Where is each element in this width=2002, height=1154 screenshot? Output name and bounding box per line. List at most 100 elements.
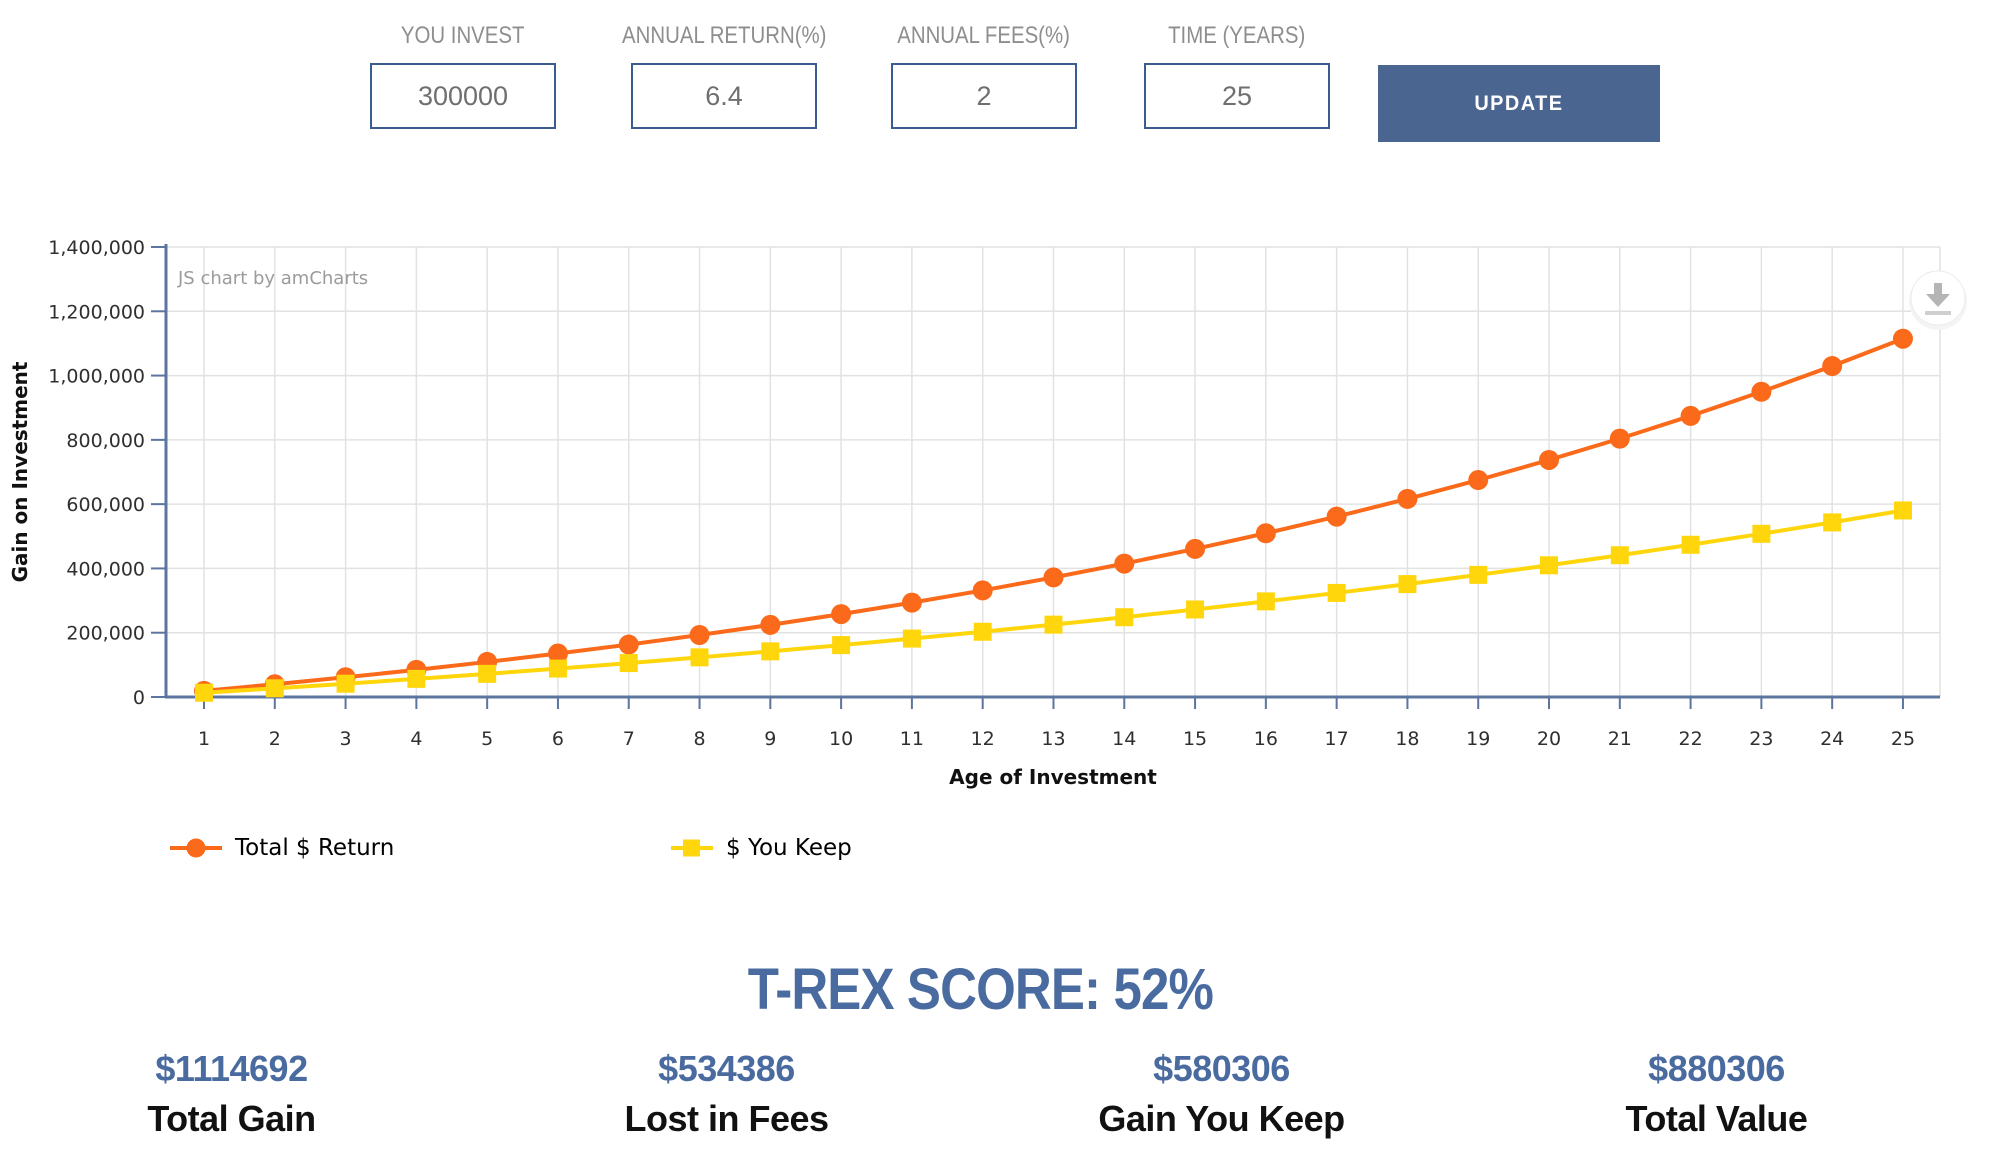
field-you-invest: YOU INVEST xyxy=(333,22,593,129)
data-point[interactable] xyxy=(195,683,213,702)
legend-label-total-return: Total $ Return xyxy=(235,835,395,861)
data-point[interactable] xyxy=(1398,575,1417,594)
axis-ticks xyxy=(151,246,1904,709)
data-point[interactable] xyxy=(1256,592,1275,611)
data-point[interactable] xyxy=(832,636,851,655)
x-axis-labels: 1 2 3 4 5 6 7 8 9 10 11 12 13 14 15 16 17 18 19 20 21 22 23 24 2… xyxy=(198,728,1915,750)
data-point[interactable] xyxy=(1043,567,1064,588)
data-point[interactable] xyxy=(1539,449,1560,470)
svg-text:400,000: 400,000 xyxy=(66,558,145,580)
annual-fees-input[interactable] xyxy=(891,63,1077,129)
data-point[interactable] xyxy=(1469,565,1488,584)
data-point[interactable] xyxy=(1255,523,1276,544)
data-point[interactable] xyxy=(1186,600,1205,619)
svg-text:1,400,000: 1,400,000 xyxy=(48,237,145,259)
svg-text:5: 5 xyxy=(481,728,493,750)
data-point[interactable] xyxy=(1115,608,1134,627)
data-point[interactable] xyxy=(690,648,709,667)
y-axis-title: Gain on Investment xyxy=(8,361,32,582)
stat-total-value-value: $880306 xyxy=(1648,1048,1785,1089)
data-point[interactable] xyxy=(1822,356,1843,377)
annual-return-input[interactable] xyxy=(631,63,817,129)
data-point[interactable] xyxy=(689,625,710,646)
update-button[interactable]: UPDATE xyxy=(1378,65,1660,142)
field-time-years: TIME (YEARS) xyxy=(1107,22,1367,129)
data-point[interactable] xyxy=(901,592,922,613)
svg-text:2: 2 xyxy=(269,728,281,750)
svg-text:200,000: 200,000 xyxy=(66,623,145,645)
data-point[interactable] xyxy=(1752,524,1771,543)
svg-text:17: 17 xyxy=(1325,728,1349,750)
time-years-label: TIME (YEARS) xyxy=(1168,22,1306,49)
data-point[interactable] xyxy=(831,604,852,625)
export-chart-button[interactable] xyxy=(1909,270,1967,330)
y-axis-labels: 0 200,000 400,000 600,000 800,000 1,000,000 1,… xyxy=(48,237,145,709)
svg-text:6: 6 xyxy=(552,728,564,750)
svg-text:16: 16 xyxy=(1254,728,1278,750)
stat-lost-in-fees-value: $534386 xyxy=(658,1048,795,1089)
data-point[interactable] xyxy=(548,659,567,678)
svg-text:13: 13 xyxy=(1041,728,1065,750)
field-annual-return: ANNUAL RETURN(%) xyxy=(594,22,854,129)
data-point[interactable] xyxy=(761,642,780,661)
svg-text:1,200,000: 1,200,000 xyxy=(48,301,145,323)
svg-text:15: 15 xyxy=(1183,728,1207,750)
svg-text:3: 3 xyxy=(340,728,352,750)
svg-text:18: 18 xyxy=(1395,728,1419,750)
data-point[interactable] xyxy=(547,643,568,664)
svg-text:14: 14 xyxy=(1112,728,1136,750)
data-point[interactable] xyxy=(1681,535,1700,554)
vertical-gridlines xyxy=(203,247,1941,697)
time-years-input[interactable] xyxy=(1144,63,1330,129)
svg-text:21: 21 xyxy=(1608,728,1632,750)
stat-total-gain-value: $1114692 xyxy=(155,1048,308,1089)
data-point[interactable] xyxy=(1892,328,1913,349)
legend-marker-circle-icon xyxy=(170,838,222,858)
data-point[interactable] xyxy=(1893,501,1912,520)
legend-item-total-return[interactable]: Total $ Return xyxy=(169,831,394,865)
stat-lost-in-fees: $534386 Lost in Fees xyxy=(479,1048,974,1140)
data-point[interactable] xyxy=(902,629,921,648)
svg-text:12: 12 xyxy=(971,728,995,750)
data-point[interactable] xyxy=(1326,506,1347,527)
data-point[interactable] xyxy=(265,679,284,698)
download-icon xyxy=(1925,283,1951,315)
data-point[interactable] xyxy=(972,580,993,601)
data-point[interactable] xyxy=(407,669,426,688)
data-point[interactable] xyxy=(1680,405,1701,426)
data-point[interactable] xyxy=(1468,470,1489,491)
stat-lost-in-fees-label: Lost in Fees xyxy=(624,1098,829,1139)
data-point[interactable] xyxy=(1609,428,1630,449)
svg-text:800,000: 800,000 xyxy=(66,430,145,452)
data-point[interactable] xyxy=(336,674,355,693)
data-point[interactable] xyxy=(1114,553,1135,574)
legend-item-you-keep[interactable]: $ You Keep xyxy=(670,831,852,865)
stat-gain-you-keep: $580306 Gain You Keep xyxy=(974,1048,1469,1140)
annual-return-label: ANNUAL RETURN(%) xyxy=(621,22,827,49)
svg-text:20: 20 xyxy=(1537,728,1561,750)
data-point[interactable] xyxy=(1397,488,1418,509)
svg-text:10: 10 xyxy=(829,728,853,750)
data-point[interactable] xyxy=(1823,513,1842,532)
svg-text:0: 0 xyxy=(133,687,145,709)
data-point[interactable] xyxy=(1540,556,1559,575)
data-point[interactable] xyxy=(619,654,638,673)
data-point[interactable] xyxy=(1044,615,1063,634)
data-point[interactable] xyxy=(1751,381,1772,402)
data-point[interactable] xyxy=(1185,538,1206,559)
data-point[interactable] xyxy=(1610,546,1629,565)
you-invest-input[interactable] xyxy=(370,63,556,129)
svg-text:22: 22 xyxy=(1678,728,1702,750)
svg-text:600,000: 600,000 xyxy=(66,494,145,516)
svg-text:24: 24 xyxy=(1820,728,1844,750)
data-point[interactable] xyxy=(478,664,497,683)
stat-gain-you-keep-value: $580306 xyxy=(1153,1048,1290,1089)
legend-label-you-keep: $ You Keep xyxy=(726,835,852,861)
svg-text:9: 9 xyxy=(764,728,776,750)
data-point[interactable] xyxy=(1327,583,1346,602)
data-point[interactable] xyxy=(618,634,639,655)
data-point[interactable] xyxy=(973,622,992,641)
data-point[interactable] xyxy=(760,614,781,635)
trex-score-heading: T-REX SCORE: 52% xyxy=(747,957,1213,1022)
amcharts-watermark-link[interactable]: JS chart by amCharts xyxy=(177,268,368,289)
